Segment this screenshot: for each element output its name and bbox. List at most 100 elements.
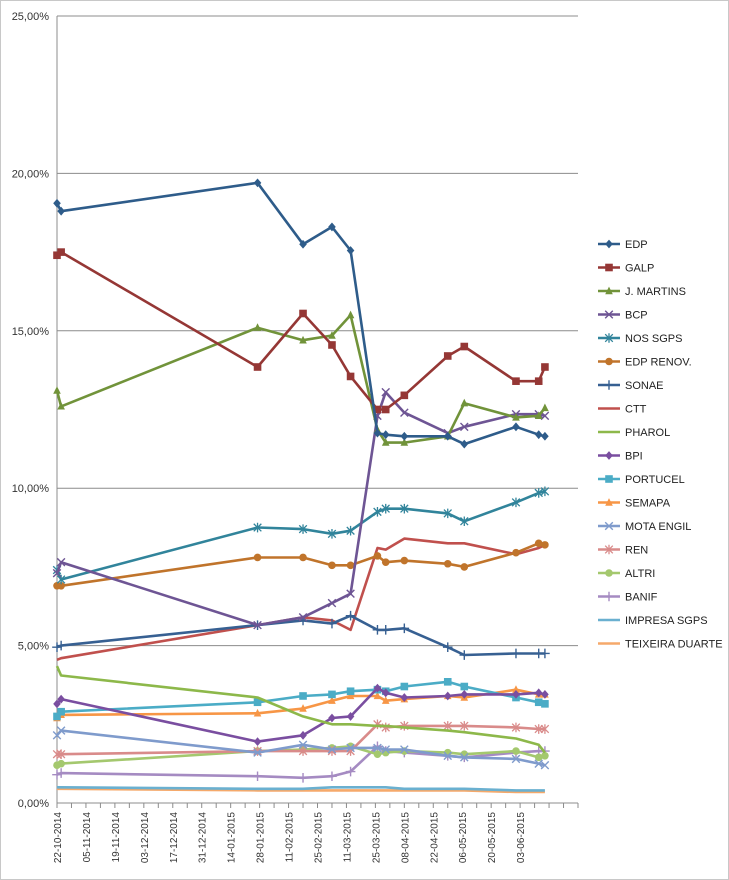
data-point bbox=[346, 561, 355, 570]
x-tick-label: 28-01-2015 bbox=[256, 812, 267, 864]
data-point bbox=[540, 760, 550, 770]
data-point bbox=[534, 698, 543, 707]
data-point bbox=[253, 620, 262, 630]
data-point bbox=[52, 769, 62, 780]
legend-marker bbox=[604, 591, 614, 602]
x-tick-label: 31-12-2014 bbox=[198, 812, 209, 864]
x-tick-label: 08-04-2015 bbox=[400, 812, 411, 864]
series-line bbox=[56, 729, 546, 767]
data-point bbox=[541, 403, 549, 412]
series-line bbox=[55, 181, 546, 446]
data-point bbox=[381, 688, 390, 698]
data-point bbox=[328, 696, 336, 704]
y-tick-label: 15,00% bbox=[12, 326, 50, 338]
legend-label: NOS SGPS bbox=[625, 333, 682, 345]
data-point bbox=[400, 682, 409, 691]
x-tick-label: 17-12-2014 bbox=[169, 812, 180, 864]
series-line bbox=[56, 688, 545, 720]
legend-item: CTT bbox=[598, 404, 647, 416]
series-3 bbox=[52, 387, 550, 630]
legend-marker bbox=[604, 310, 614, 319]
data-point bbox=[534, 688, 543, 698]
data-point bbox=[541, 700, 549, 708]
data-point bbox=[327, 771, 337, 782]
data-point bbox=[512, 747, 520, 755]
legend-item: SEMAPA bbox=[598, 498, 671, 510]
data-point bbox=[400, 408, 409, 417]
legend-item: IMPRESA SGPS bbox=[598, 615, 708, 627]
legend-label: BPI bbox=[625, 451, 643, 463]
data-point bbox=[328, 690, 336, 699]
y-tick-label: 10,00% bbox=[12, 483, 50, 495]
legend-marker bbox=[605, 498, 613, 506]
data-point bbox=[298, 740, 308, 750]
legend-label: GALP bbox=[625, 263, 654, 275]
data-point bbox=[381, 405, 390, 414]
legend-label: BCP bbox=[625, 310, 648, 322]
x-tick-label: 20-05-2015 bbox=[487, 812, 498, 864]
data-point bbox=[511, 497, 521, 508]
data-point bbox=[381, 387, 391, 397]
data-point bbox=[253, 737, 262, 747]
data-point bbox=[400, 503, 409, 514]
legend-label: SEMAPA bbox=[625, 498, 671, 510]
data-point bbox=[57, 248, 65, 256]
data-point bbox=[57, 759, 65, 768]
series-12 bbox=[52, 726, 550, 770]
data-point bbox=[443, 751, 453, 761]
data-point bbox=[443, 691, 452, 701]
data-point bbox=[460, 516, 469, 527]
data-point bbox=[460, 398, 469, 407]
data-point bbox=[346, 712, 355, 721]
x-tick-labels: 22-10-2014 05-11-2014 19-11-2014 03-12-2014… bbox=[53, 812, 527, 864]
x-tick-label: 22-04-2015 bbox=[429, 812, 440, 864]
legend-marker bbox=[605, 569, 613, 577]
data-point bbox=[373, 683, 382, 693]
data-point bbox=[511, 648, 521, 659]
series-line bbox=[55, 390, 546, 627]
legend-item: MOTA ENGIL bbox=[598, 521, 691, 533]
data-point bbox=[400, 556, 409, 565]
x-tick-label: 25-02-2015 bbox=[314, 812, 325, 864]
x-tick-label: 03-12-2014 bbox=[140, 812, 151, 864]
legend-marker bbox=[605, 286, 613, 295]
data-point bbox=[534, 377, 543, 385]
data-point bbox=[253, 553, 262, 562]
series-line bbox=[55, 665, 546, 754]
data-point bbox=[443, 678, 452, 686]
series-line bbox=[57, 785, 545, 792]
x-tick-label: 06-05-2015 bbox=[458, 812, 469, 864]
data-point bbox=[540, 648, 550, 659]
data-point bbox=[253, 708, 262, 717]
data-point bbox=[327, 529, 337, 539]
data-point bbox=[373, 428, 382, 438]
data-point bbox=[253, 522, 262, 533]
data-point bbox=[534, 539, 543, 548]
data-point bbox=[459, 422, 469, 432]
data-point bbox=[459, 650, 470, 660]
data-point bbox=[534, 753, 543, 762]
data-point bbox=[52, 749, 62, 760]
data-point bbox=[443, 559, 452, 568]
series-line bbox=[57, 541, 546, 588]
data-point bbox=[299, 239, 307, 249]
series-5 bbox=[53, 539, 549, 590]
legend-marker bbox=[605, 475, 613, 483]
legend-item: ALTRI bbox=[598, 568, 655, 580]
data-point bbox=[400, 745, 409, 754]
data-point bbox=[443, 431, 452, 441]
data-point bbox=[57, 206, 65, 216]
data-point bbox=[512, 548, 520, 557]
data-point bbox=[373, 691, 382, 700]
legend-item: TEIXEIRA DUARTE bbox=[598, 639, 723, 651]
axes bbox=[56, 16, 579, 808]
data-point bbox=[373, 405, 382, 414]
data-point bbox=[399, 623, 410, 634]
data-point bbox=[56, 640, 66, 651]
data-point bbox=[512, 422, 520, 432]
series-17 bbox=[57, 787, 545, 794]
legend-item: BANIF bbox=[598, 592, 658, 604]
data-point bbox=[381, 696, 390, 704]
data-point bbox=[346, 589, 355, 598]
legend-item: EDP bbox=[598, 239, 648, 251]
